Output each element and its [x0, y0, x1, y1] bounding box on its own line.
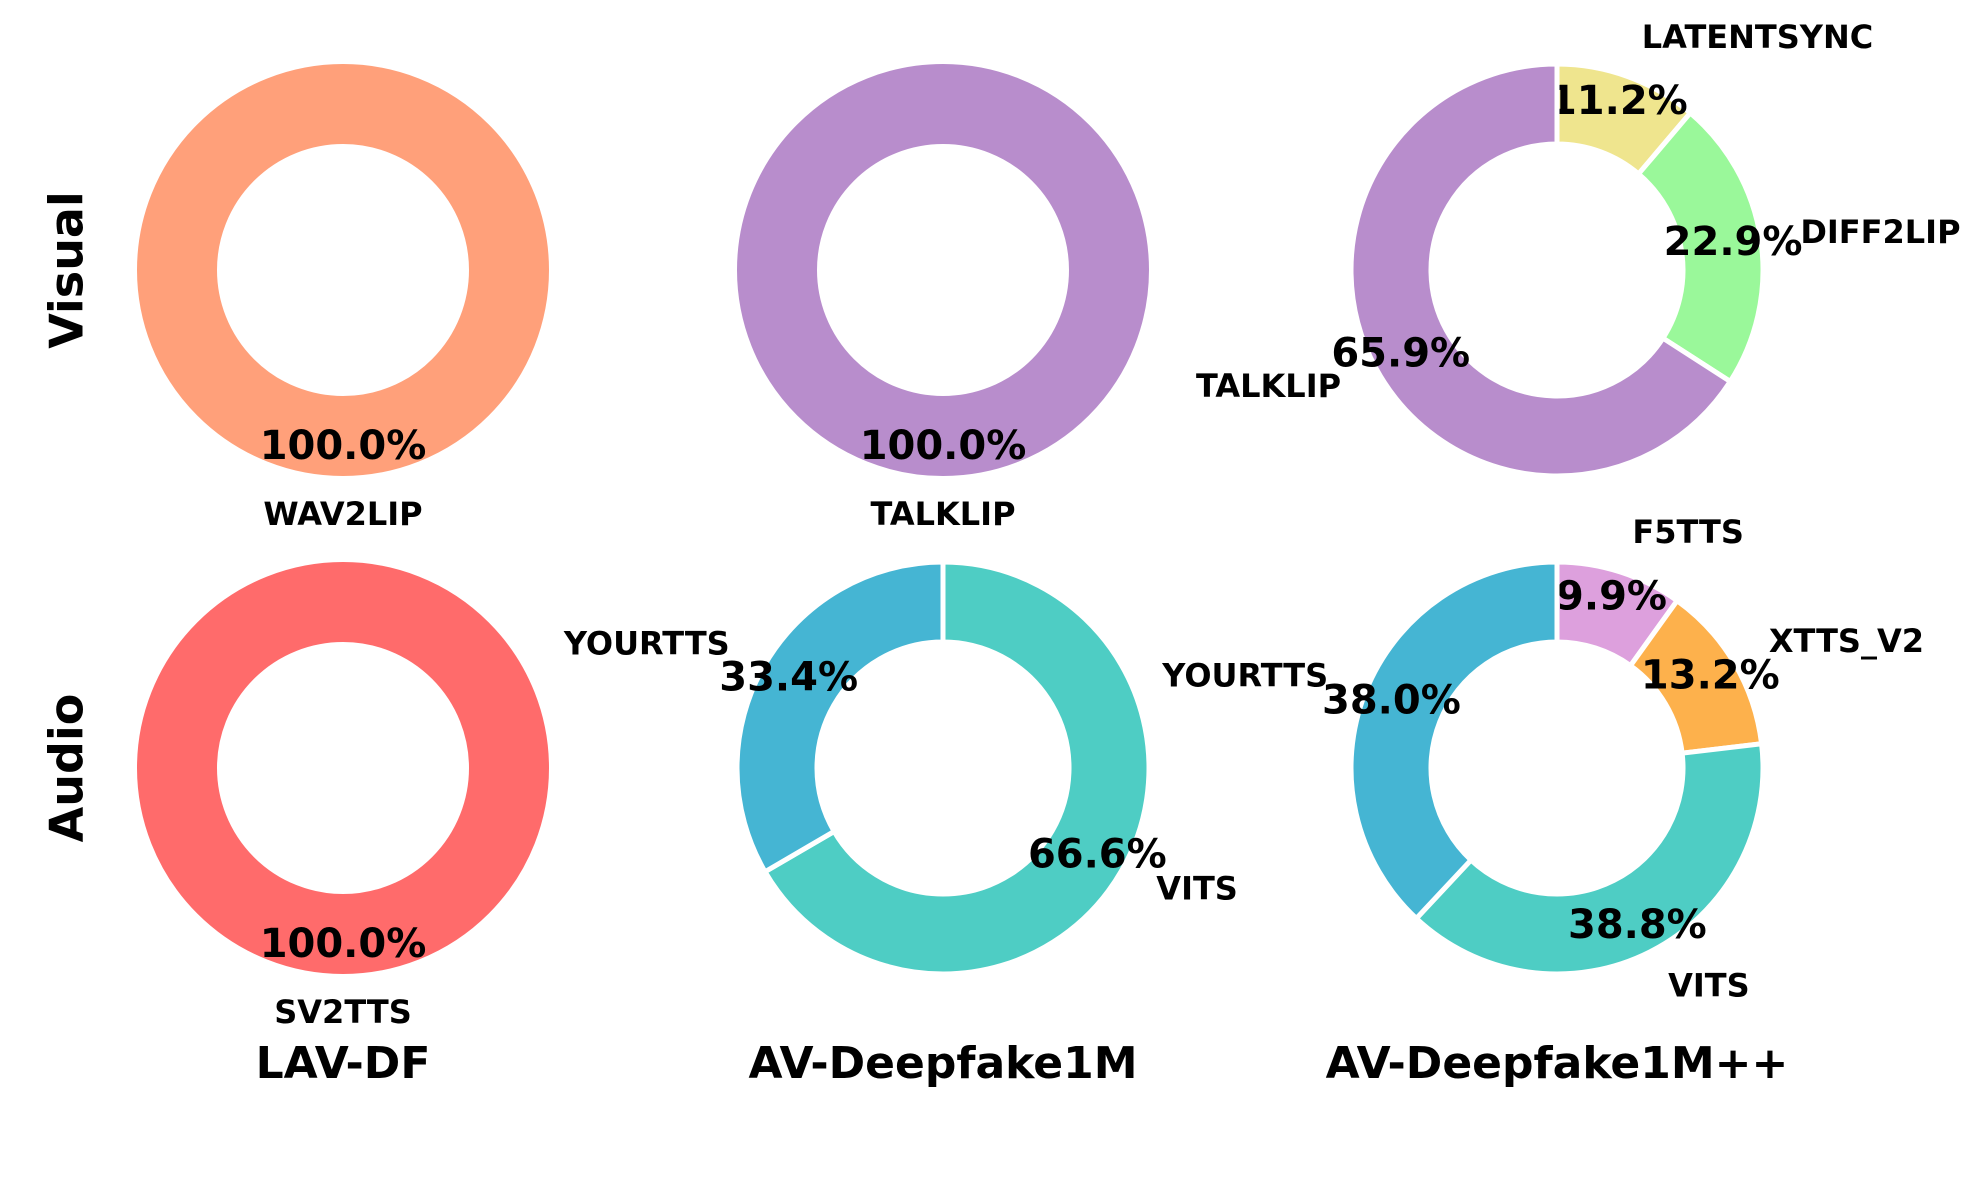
slice-value-label-audio-av-deepfake1m-f5tts: 9.9%	[1556, 574, 1667, 620]
slice-value-label-audio-av-deepfake1m-yourtts: 33.4%	[719, 654, 858, 700]
slice-name-label-audio-av-deepfake1m-f5tts: F5TTS	[1632, 513, 1744, 551]
slice-name-label-visual-av-deepfake1m-diff2lip: DIFF2LIP	[1800, 213, 1960, 251]
slice-name-label-audio-av-deepfake1m-yourtts: YOURTTS	[563, 624, 730, 662]
slice-name-label-audio-av-deepfake1m-yourtts: YOURTTS	[1161, 657, 1328, 695]
slice-visual-av-deepfake1m-talklip	[737, 64, 1149, 476]
slice-name-label-visual-av-deepfake1m-talklip: TALKLIP	[1196, 367, 1341, 405]
slice-visual-av-deepfake1m-talklip	[1348, 61, 1734, 479]
row-label-audio: Audio	[40, 694, 94, 843]
slice-audio-av-deepfake1m-vits	[761, 559, 1152, 977]
slice-visual-av-deepfake1m-diff2lip	[1635, 109, 1766, 385]
slice-name-label-audio-av-deepfake1m-vits: VITS	[1156, 870, 1238, 908]
slice-name-label-visual-av-deepfake1m-latentsync: LATENTSYNC	[1642, 18, 1873, 56]
donut-visual-lav-df: WAV2LIP 100.0%	[137, 64, 549, 533]
column-label-lav-df: LAV-DF	[256, 1038, 431, 1089]
donut-audio-lav-df: SV2TTS 100.0%	[137, 562, 549, 1031]
slice-name-label-audio-lav-df-sv2tts: SV2TTS	[274, 993, 412, 1031]
column-label-av-deepfake1m: AV-Deepfake1M	[748, 1038, 1137, 1089]
slice-audio-av-deepfake1m-yourtts	[1348, 559, 1560, 923]
slice-visual-lav-df-wav2lip	[137, 64, 549, 476]
slice-name-label-visual-lav-df-wav2lip: WAV2LIP	[263, 495, 422, 533]
slice-audio-av-deepfake1m-yourtts	[734, 559, 946, 876]
slice-value-label-visual-av-deepfake1m-talklip: 100.0%	[860, 423, 1027, 469]
slice-name-label-audio-av-deepfake1m-vits: VITS	[1668, 966, 1750, 1004]
slice-name-label-visual-av-deepfake1m-talklip: TALKLIP	[870, 495, 1015, 533]
row-label-visual: Visual	[40, 191, 94, 349]
slice-audio-av-deepfake1m-vits	[1412, 740, 1766, 977]
slice-value-label-audio-lav-df-sv2tts: 100.0%	[260, 921, 427, 967]
slice-value-label-visual-av-deepfake1m-diff2lip: 22.9%	[1664, 219, 1803, 265]
slice-value-label-audio-av-deepfake1m-yourtts: 38.0%	[1322, 678, 1461, 724]
donut-visual-av-deepfake1m: TALKLIP 100.0%	[737, 64, 1149, 533]
slice-value-label-audio-av-deepfake1m-vits: 38.8%	[1568, 902, 1707, 948]
slice-value-label-visual-av-deepfake1m-latentsync: 11.2%	[1549, 78, 1688, 124]
slice-name-label-audio-av-deepfake1m-xtts-v2: XTTS_V2	[1769, 622, 1924, 660]
slice-value-label-audio-av-deepfake1m-xtts-v2: 13.2%	[1641, 653, 1780, 699]
slice-value-label-visual-lav-df-wav2lip: 100.0%	[260, 423, 427, 469]
slice-value-label-visual-av-deepfake1m-talklip: 65.9%	[1331, 330, 1470, 376]
slice-value-label-audio-av-deepfake1m-vits: 66.6%	[1028, 832, 1167, 878]
slice-audio-lav-df-sv2tts	[137, 562, 549, 974]
column-label-av-deepfake1m-plus-plus: AV-Deepfake1M++	[1326, 1038, 1789, 1089]
